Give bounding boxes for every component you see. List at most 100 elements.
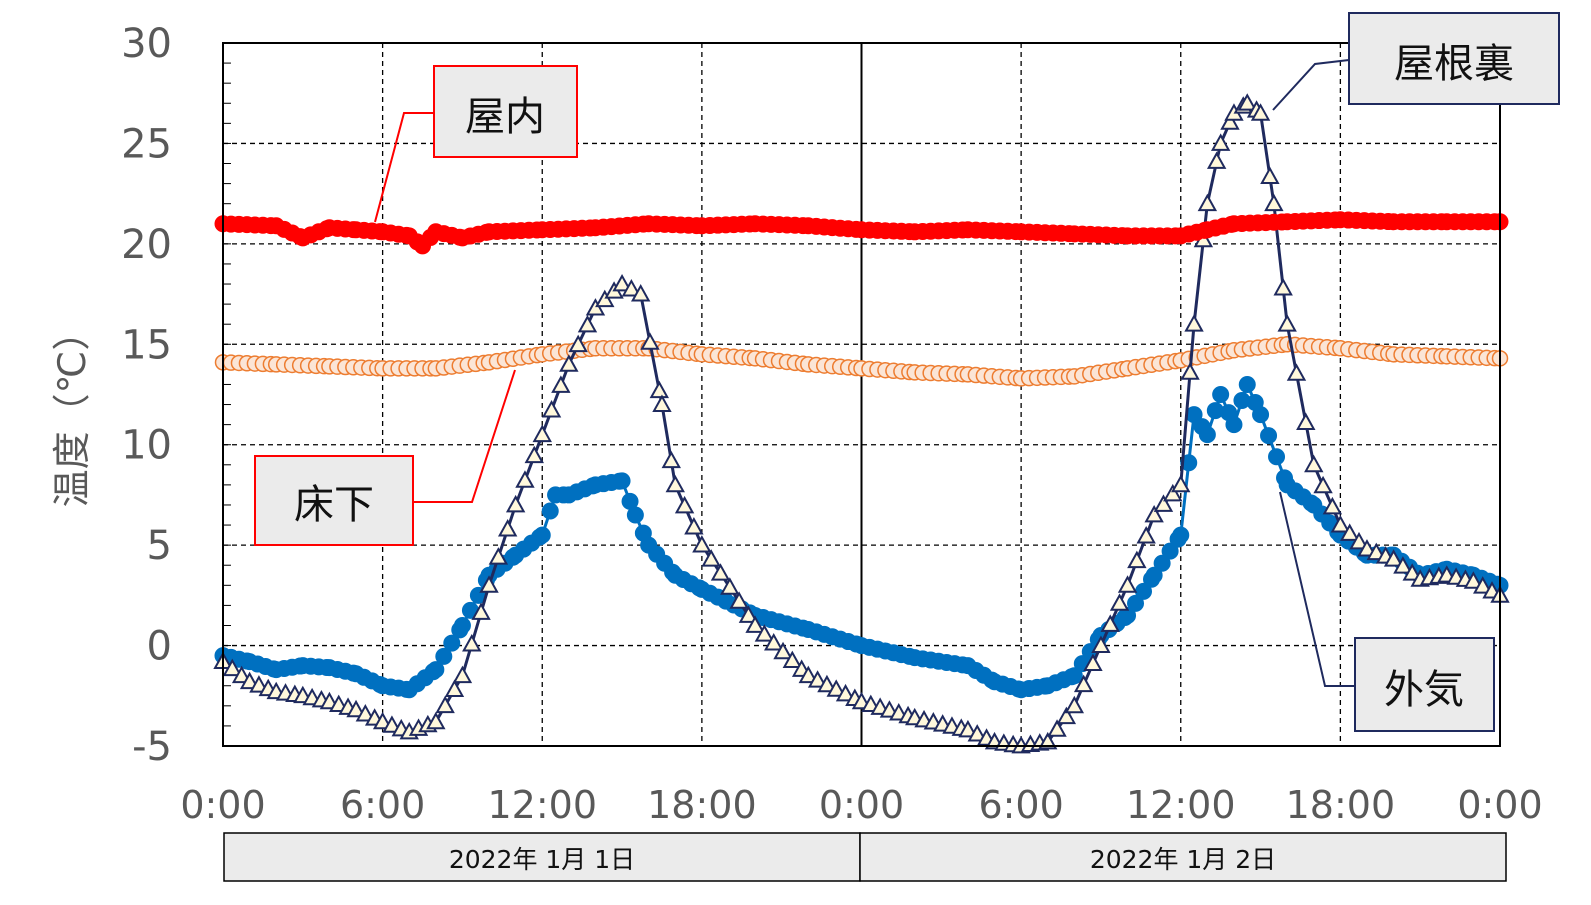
data-point (239, 671, 260, 690)
data-point (1277, 314, 1297, 332)
data-point (773, 641, 793, 660)
data-point (720, 577, 740, 595)
data-point (1153, 494, 1174, 512)
data-point (630, 284, 651, 302)
data-point (1091, 635, 1111, 653)
series-床下 (214, 336, 1509, 387)
data-point (1117, 575, 1138, 593)
data-point (729, 591, 749, 609)
data-point (1136, 526, 1156, 544)
data-point (355, 704, 376, 722)
data-point (1144, 504, 1164, 523)
series-屋根裏 (213, 93, 1510, 754)
data-point (346, 699, 366, 718)
x-tick-label: 6:00 (978, 783, 1063, 827)
data-point (817, 674, 837, 693)
data-point (1304, 454, 1324, 473)
callout-box-indoor (433, 65, 578, 158)
data-point (1109, 593, 1130, 611)
data-point (798, 665, 818, 684)
data-point (1313, 475, 1333, 494)
data-point (661, 450, 681, 469)
data-point (249, 675, 269, 693)
data-point (613, 472, 631, 490)
data-point (745, 615, 765, 633)
x-tick-label: 0:00 (180, 783, 265, 827)
data-point (568, 334, 588, 353)
callout-leader-attic (1272, 59, 1350, 111)
data-point (640, 332, 660, 350)
callout-box-attic (1348, 12, 1560, 105)
x-tick-label: 0:00 (1457, 783, 1542, 827)
data-point (1238, 375, 1256, 393)
data-point (1264, 193, 1284, 212)
data-point (382, 715, 402, 733)
y-tick-label: 5 (147, 523, 172, 569)
data-point (1357, 539, 1377, 557)
data-point (1172, 526, 1190, 544)
x-tick-label: 18:00 (647, 783, 757, 827)
data-point (684, 517, 704, 535)
callout-leader-underfloor (413, 369, 516, 503)
callout-label-underfloor: 床下 (294, 482, 374, 528)
date-label-2: 2022年 1月 2日 (1090, 845, 1276, 874)
data-point (1273, 277, 1293, 296)
data-point (533, 526, 551, 544)
data-point (782, 650, 803, 669)
data-point (1260, 427, 1278, 445)
data-point (443, 634, 461, 652)
data-point (967, 724, 987, 742)
data-point (1161, 542, 1179, 560)
data-point (1163, 483, 1183, 502)
data-point (626, 506, 644, 524)
data-point (1119, 606, 1137, 624)
data-point (1210, 133, 1231, 151)
x-ticks: 0:00 6:00 12:00 18:00 0:00 6:00 12:00 18:00 0:00 (180, 783, 1542, 827)
data-point (754, 624, 775, 642)
data-point (710, 563, 731, 581)
data-point (551, 375, 571, 393)
data-point (764, 633, 784, 651)
data-point (612, 273, 632, 292)
y-tick-label: 0 (147, 624, 172, 670)
y-tick-label: 15 (121, 322, 172, 368)
data-point (1237, 93, 1257, 111)
data-point (1296, 412, 1316, 431)
callout-label-outdoor: 外気 (1384, 667, 1464, 713)
data-point (807, 670, 828, 688)
data-point (524, 445, 544, 464)
y-tick-label: -5 (132, 724, 172, 770)
data-point (505, 494, 526, 513)
data-point (585, 298, 606, 316)
date-cell-2 (859, 832, 1507, 882)
callout-leader-outdoor (1279, 491, 1355, 687)
callout-leader-indoor (374, 112, 434, 223)
data-point (1383, 549, 1404, 567)
data-point (1145, 566, 1163, 584)
y-tick-label: 25 (121, 121, 172, 167)
data-point (1473, 576, 1493, 594)
data-point (231, 665, 252, 684)
data-point (497, 519, 518, 537)
data-point (532, 424, 552, 443)
series-屋内 (214, 211, 1509, 255)
data-point (1339, 523, 1360, 541)
data-point (1180, 362, 1200, 380)
y-tick-label: 20 (121, 222, 172, 268)
data-point (1349, 531, 1369, 550)
data-point (958, 719, 978, 738)
data-point (1056, 706, 1077, 725)
data-point (826, 679, 846, 697)
data-point (1083, 653, 1103, 672)
data-point (1402, 563, 1422, 581)
data-point (652, 394, 672, 412)
data-point (1322, 496, 1343, 515)
y-tick-label: 10 (121, 423, 172, 469)
data-point (835, 683, 856, 702)
x-tick-label: 6:00 (340, 783, 425, 827)
data-point (1171, 474, 1191, 493)
callout-box-outdoor (1354, 637, 1495, 732)
data-point (1100, 614, 1120, 632)
data-point (1366, 542, 1386, 561)
